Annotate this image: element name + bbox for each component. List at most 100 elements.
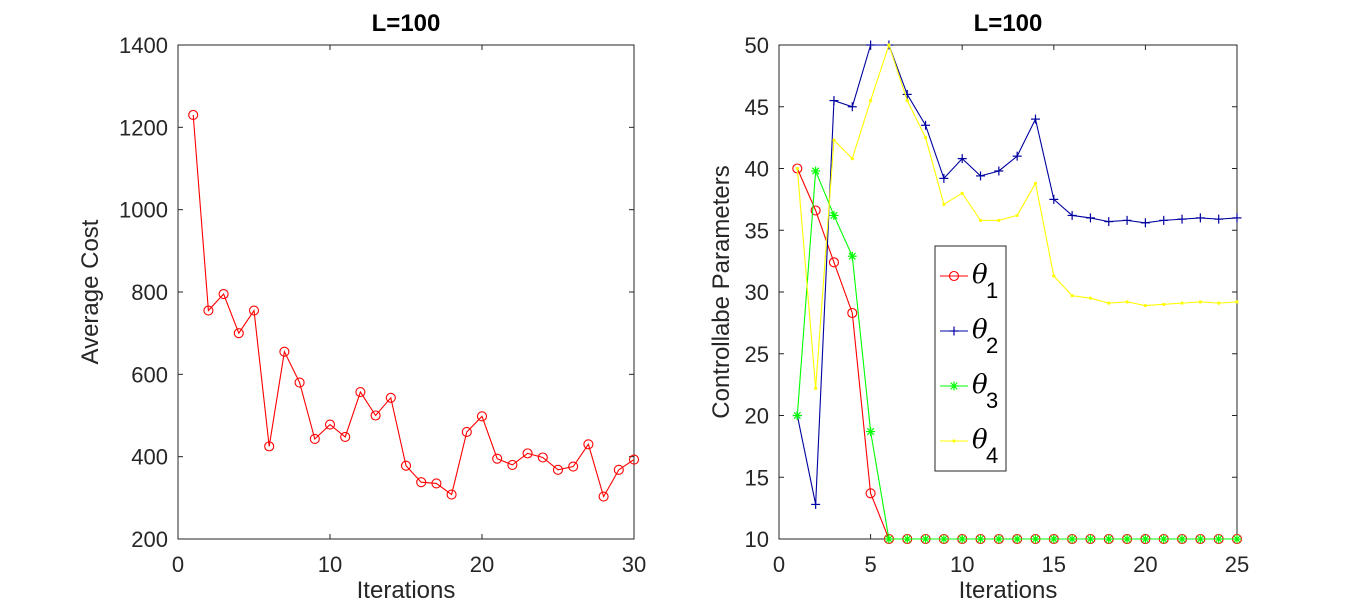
data-point <box>1049 194 1059 204</box>
y-tick-label: 45 <box>745 95 769 120</box>
y-tick-label: 20 <box>745 404 769 429</box>
y-tick-label: 25 <box>745 342 769 367</box>
x-tick-label: 5 <box>864 552 876 577</box>
data-point <box>1052 274 1056 278</box>
data-point <box>811 166 821 176</box>
y-tick-label: 30 <box>745 280 769 305</box>
series-line <box>192 114 635 499</box>
legend-label: θ <box>972 370 988 400</box>
x-tick-label: 0 <box>172 552 184 577</box>
x-axis-label: Iterations <box>959 577 1058 604</box>
y-tick-label: 35 <box>745 218 769 243</box>
y-axis-label: Controllabe Parameters <box>708 165 735 418</box>
data-point <box>1214 534 1224 544</box>
data-point <box>1198 300 1202 304</box>
y-tick-label: 10 <box>745 527 769 552</box>
data-point <box>976 534 986 544</box>
data-point <box>850 157 854 161</box>
data-point <box>1177 214 1187 224</box>
legend-subscript: 1 <box>986 278 998 303</box>
plot-area <box>177 44 635 540</box>
data-point <box>1159 215 1169 225</box>
legend-entry-theta-2: θ2 <box>940 315 998 358</box>
legend-subscript: 4 <box>986 443 998 468</box>
legend-box <box>934 245 1007 472</box>
data-point <box>279 346 290 357</box>
data-point <box>923 136 928 140</box>
y-tick-label: 600 <box>131 362 168 387</box>
data-point <box>884 534 894 544</box>
data-point <box>847 307 858 319</box>
data-point <box>461 426 472 438</box>
data-point <box>1159 534 1169 544</box>
data-point <box>865 488 876 499</box>
data-point <box>370 410 381 421</box>
data-point <box>1195 534 1205 544</box>
data-point <box>1232 534 1242 544</box>
data-point <box>324 419 336 430</box>
y-tick-label: 1400 <box>119 33 168 58</box>
series-theta-3 <box>792 166 1242 544</box>
data-point <box>1140 534 1150 544</box>
data-point <box>1030 534 1040 544</box>
data-point <box>960 191 964 195</box>
data-point <box>1217 301 1221 305</box>
data-point <box>355 386 366 398</box>
legend-entry-theta-1: θ1 <box>940 260 998 303</box>
legend-entry-theta-4: θ4 <box>940 425 998 468</box>
chart-title: L=100 <box>974 10 1043 37</box>
data-point <box>1104 534 1114 544</box>
x-tick-label: 20 <box>470 552 494 577</box>
legend-entry-theta-3: θ3 <box>940 370 998 413</box>
data-point <box>994 166 1004 176</box>
data-point <box>942 202 946 206</box>
data-point <box>1107 301 1111 305</box>
data-point <box>1030 114 1040 124</box>
data-point <box>628 454 640 465</box>
data-point <box>828 257 840 268</box>
data-point <box>1067 534 1077 544</box>
plot-area <box>778 44 1238 540</box>
legend-subscript: 3 <box>986 388 998 413</box>
chart-controllable-parameters: 0 5 10 15 20 25 10 15 20 25 30 35 40 45 50 L=100 Iterati… <box>708 10 1249 604</box>
data-point <box>1140 218 1150 228</box>
x-tick-label: 10 <box>950 552 974 577</box>
legend-marker <box>949 381 959 391</box>
y-tick-label: 40 <box>745 157 769 182</box>
series-theta-4 <box>795 43 1239 390</box>
data-point <box>1085 213 1095 223</box>
data-point <box>507 459 518 470</box>
data-point <box>294 377 305 388</box>
data-point <box>1012 534 1022 544</box>
y-axis-label: Average Cost <box>77 219 104 364</box>
data-point <box>1235 300 1239 304</box>
data-point <box>976 171 986 181</box>
data-point <box>921 534 931 544</box>
data-point <box>446 489 457 500</box>
data-point <box>431 478 442 489</box>
data-point <box>248 305 260 316</box>
data-point <box>847 102 857 112</box>
data-point <box>939 173 949 183</box>
data-point <box>1122 215 1132 225</box>
data-point <box>203 305 214 316</box>
data-point <box>887 43 891 47</box>
data-point <box>902 89 912 99</box>
data-point <box>921 120 931 130</box>
y-tick-label: 800 <box>131 280 168 305</box>
data-point <box>957 534 967 544</box>
data-point <box>1162 302 1166 306</box>
data-point <box>792 411 802 420</box>
chart-average-cost: 0 10 20 30 200 400 600 800 1000 1200 1400 L=100 Iter… <box>77 10 646 604</box>
legend-label: θ <box>972 425 988 455</box>
legend-label: θ <box>972 260 988 290</box>
data-point <box>568 461 579 472</box>
x-axis-label: Iterations <box>357 577 456 604</box>
legend-marker <box>949 326 959 336</box>
data-point <box>218 289 229 300</box>
data-point <box>1104 217 1114 227</box>
legend-marker <box>952 439 956 443</box>
legend-label: θ <box>972 315 988 345</box>
data-point <box>340 431 351 442</box>
